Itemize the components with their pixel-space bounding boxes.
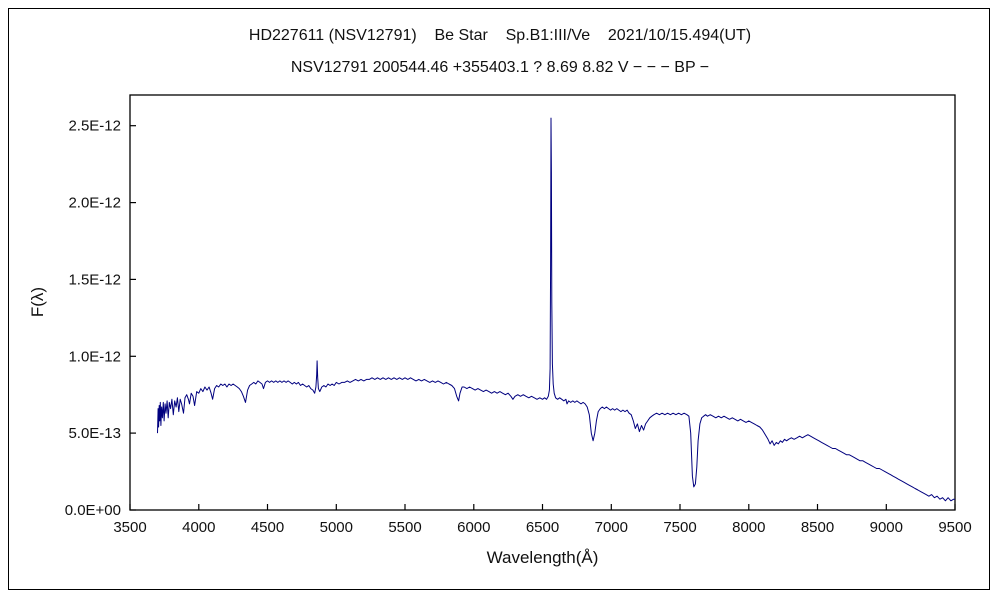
chart-title: HD227611 (NSV12791) Be Star Sp.B1:III/Ve… — [248, 27, 752, 44]
x-tick-label: 7500 — [663, 519, 696, 536]
x-tick-label: 4500 — [251, 519, 284, 536]
x-tick-label: 9000 — [870, 519, 903, 536]
x-tick-label: 5000 — [320, 519, 353, 536]
x-tick-label: 7000 — [595, 519, 628, 536]
y-tick-label: 1.0E-12 — [68, 348, 121, 365]
chart-subtitle: NSV12791 200544.46 +355403.1 ? 8.69 8.82… — [290, 59, 710, 76]
x-tick-label: 6000 — [457, 519, 490, 536]
x-tick-label: 8000 — [732, 519, 765, 536]
y-tick-label: 5.0E-13 — [68, 425, 121, 442]
spectrum-line — [157, 117, 955, 502]
x-tick-label: 6500 — [526, 519, 559, 536]
x-tick-label: 8500 — [801, 519, 834, 536]
x-tick-label: 4000 — [182, 519, 215, 536]
x-axis-label: Wavelength(Å) — [486, 548, 599, 567]
x-tick-label: 3500 — [113, 519, 146, 536]
y-tick-label: 0.0E+00 — [65, 502, 121, 519]
outer-frame — [8, 8, 990, 590]
x-tick-label: 5500 — [388, 519, 421, 536]
y-tick-label: 1.5E-12 — [68, 271, 121, 288]
y-tick-label: 2.5E-12 — [68, 118, 121, 135]
x-tick-label: 9500 — [938, 519, 971, 536]
y-tick-label: 2.0E-12 — [68, 195, 121, 212]
